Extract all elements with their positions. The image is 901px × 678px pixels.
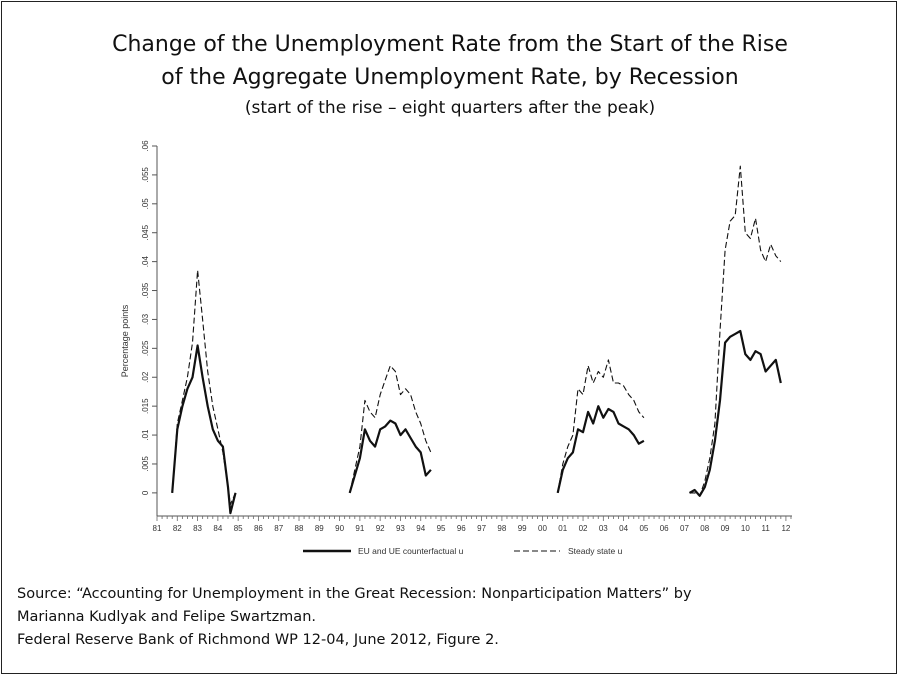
unemployment-chart: 0 .005 .01 .015 .02 .025 .03 .035 .04 .045 .05 .055… bbox=[120, 140, 792, 556]
x-tick-label: 86 bbox=[254, 524, 263, 533]
steady-state-u-segment bbox=[171, 269, 237, 505]
eu-ue-counterfactual-u-segment bbox=[171, 344, 237, 515]
x-tick-label: 91 bbox=[355, 524, 364, 533]
x-tick-label: 88 bbox=[295, 524, 304, 533]
x-tick-label: 85 bbox=[234, 524, 243, 533]
x-tick-label: 98 bbox=[497, 524, 506, 533]
y-tick-label: .04 bbox=[141, 256, 150, 268]
x-tick-label: 81 bbox=[153, 524, 162, 533]
chart-title-line1: Change of the Unemployment Rate from the… bbox=[112, 32, 788, 57]
eu-ue-counterfactual-u-segment bbox=[688, 329, 782, 497]
steady-state-u-segment bbox=[349, 365, 432, 494]
x-tick-label: 90 bbox=[335, 524, 344, 533]
x-tick-label: 10 bbox=[741, 524, 750, 533]
y-axis-label: Percentage points bbox=[120, 304, 130, 377]
y-tick-label: .005 bbox=[141, 456, 150, 472]
x-tick-label: 03 bbox=[599, 524, 608, 533]
eu-ue-counterfactual-u-segment bbox=[348, 419, 432, 494]
eu-ue-counterfactual-u-segment bbox=[556, 405, 645, 494]
legend-label: EU and UE counterfactual u bbox=[358, 546, 464, 556]
y-tick-label: .06 bbox=[141, 140, 150, 152]
x-tick-label: 07 bbox=[680, 524, 689, 533]
x-tick-label: 82 bbox=[173, 524, 182, 533]
source-line2: Marianna Kudlyak and Felipe Swartzman. bbox=[17, 609, 316, 625]
y-tick-label: .05 bbox=[141, 198, 150, 210]
y-tick-label: .03 bbox=[141, 313, 150, 325]
x-tick-label: 12 bbox=[781, 524, 790, 533]
x-tick-label: 92 bbox=[376, 524, 385, 533]
x-tick-label: 89 bbox=[315, 524, 324, 533]
steady-state-u-segment bbox=[689, 165, 782, 497]
chart-subtitle: (start of the rise – eight quarters afte… bbox=[244, 98, 656, 118]
x-tick-label: 04 bbox=[619, 524, 628, 533]
y-tick-label: .055 bbox=[141, 167, 150, 183]
x-tick-label: 02 bbox=[579, 524, 588, 533]
x-tick-label: 05 bbox=[639, 524, 648, 533]
x-tick-label: 09 bbox=[721, 524, 730, 533]
source-line1: Source: “Accounting for Unemployment in … bbox=[17, 586, 692, 602]
legend-label: Steady state u bbox=[568, 546, 623, 556]
y-tick-label: .045 bbox=[141, 224, 150, 240]
source-line3: Federal Reserve Bank of Richmond WP 12-0… bbox=[17, 632, 499, 648]
x-tick-label: 00 bbox=[538, 524, 547, 533]
x-tick-label: 06 bbox=[660, 524, 669, 533]
x-tick-label: 84 bbox=[213, 524, 222, 533]
x-tick-label: 99 bbox=[518, 524, 527, 533]
x-tick-label: 96 bbox=[457, 524, 466, 533]
y-tick-label: .015 bbox=[141, 398, 150, 414]
y-tick-label: .02 bbox=[141, 371, 150, 383]
y-tick-label: .01 bbox=[141, 429, 150, 441]
y-tick-label: .035 bbox=[141, 282, 150, 298]
x-tick-label: 95 bbox=[437, 524, 446, 533]
x-tick-label: 01 bbox=[558, 524, 567, 533]
chart-title-line2: of the Aggregate Unemployment Rate, by R… bbox=[161, 65, 739, 90]
steady-state-u-segment bbox=[557, 359, 645, 493]
x-tick-label: 97 bbox=[477, 524, 486, 533]
y-tick-label: .025 bbox=[141, 340, 150, 356]
x-tick-label: 94 bbox=[416, 524, 425, 533]
x-tick-label: 11 bbox=[761, 524, 770, 533]
y-tick-label: 0 bbox=[141, 490, 150, 495]
x-tick-label: 93 bbox=[396, 524, 405, 533]
x-tick-label: 83 bbox=[193, 524, 202, 533]
x-tick-label: 87 bbox=[274, 524, 283, 533]
x-tick-label: 08 bbox=[700, 524, 709, 533]
